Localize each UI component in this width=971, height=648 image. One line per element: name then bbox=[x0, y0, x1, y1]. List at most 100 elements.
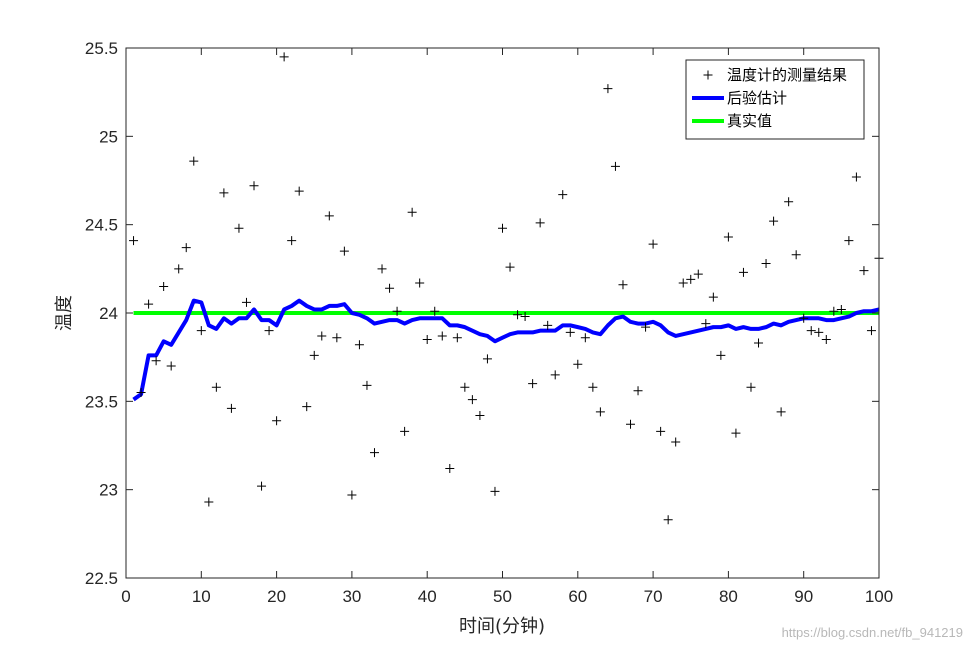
measurement-point bbox=[844, 236, 854, 246]
x-tick-label: 70 bbox=[644, 587, 663, 606]
measurement-point bbox=[309, 350, 319, 360]
measurement-point bbox=[385, 283, 395, 293]
measurement-point bbox=[859, 266, 869, 276]
measurement-point bbox=[626, 419, 636, 429]
measurement-point bbox=[279, 52, 289, 62]
measurement-point bbox=[701, 319, 711, 329]
measurement-point bbox=[166, 361, 176, 371]
y-axis-label: 温度 bbox=[54, 295, 75, 331]
y-tick-label: 23.5 bbox=[85, 392, 118, 411]
x-tick-label: 20 bbox=[267, 587, 286, 606]
measurement-point bbox=[821, 335, 831, 344]
measurement-point bbox=[731, 428, 741, 438]
measurement-point bbox=[648, 239, 658, 249]
measurement-point bbox=[181, 243, 191, 253]
y-tick-label: 23 bbox=[99, 481, 118, 500]
x-axis-label: 时间(分钟) bbox=[459, 616, 545, 637]
measurement-point bbox=[204, 497, 214, 507]
measurement-point bbox=[234, 223, 244, 233]
measurement-point bbox=[610, 161, 620, 171]
measurement-point bbox=[633, 386, 643, 396]
measurement-point bbox=[866, 326, 876, 336]
measurement-point bbox=[264, 326, 274, 336]
measurement-point bbox=[535, 218, 545, 228]
measurement-point bbox=[769, 216, 779, 226]
measurement-point bbox=[369, 448, 379, 458]
series-layer bbox=[129, 52, 884, 525]
measurement-point bbox=[498, 223, 507, 233]
measurement-point bbox=[407, 207, 417, 217]
legend-entry: 真实值 bbox=[727, 112, 772, 130]
measurement-point bbox=[415, 278, 425, 288]
measurement-point bbox=[219, 188, 229, 198]
measurement-point bbox=[159, 282, 169, 291]
x-tick-label: 40 bbox=[418, 587, 437, 606]
measurement-point bbox=[851, 172, 861, 182]
x-tick-label: 0 bbox=[121, 587, 130, 606]
measurement-point bbox=[422, 335, 432, 344]
measurement-point bbox=[543, 320, 553, 330]
y-tick-label: 24.5 bbox=[85, 216, 118, 235]
measurement-point bbox=[437, 331, 447, 341]
measurement-point bbox=[272, 416, 282, 426]
measurement-point bbox=[799, 313, 809, 323]
measurement-point bbox=[738, 267, 748, 277]
measurement-point bbox=[144, 299, 154, 309]
measurement-point bbox=[294, 186, 304, 196]
measurement-point bbox=[528, 379, 538, 389]
measurement-point bbox=[467, 395, 477, 405]
measurement-point bbox=[618, 280, 628, 290]
y-tick-label: 25.5 bbox=[85, 39, 118, 58]
measurement-point bbox=[550, 370, 560, 380]
measurement-point bbox=[505, 262, 515, 272]
measurement-point bbox=[211, 382, 221, 392]
y-tick-label: 22.5 bbox=[85, 569, 118, 588]
measurement-point bbox=[513, 310, 523, 320]
measurement-point bbox=[189, 156, 199, 166]
measurement-point bbox=[257, 481, 267, 491]
measurement-point bbox=[565, 327, 575, 337]
measurement-point bbox=[784, 197, 794, 207]
measurement-point bbox=[829, 306, 839, 316]
measurement-point bbox=[339, 246, 349, 256]
measurement-point bbox=[656, 426, 666, 436]
measurement-point bbox=[520, 312, 530, 322]
legend-entry: 后验估计 bbox=[727, 89, 787, 107]
measurement-point bbox=[806, 326, 816, 336]
measurement-point bbox=[151, 356, 161, 366]
measurement-point bbox=[377, 264, 387, 274]
measurement-point bbox=[460, 382, 470, 392]
watermark-text: https://blog.csdn.net/fb_941219 bbox=[781, 625, 963, 640]
series-line-posterior-estimate bbox=[132, 298, 880, 402]
measurement-point bbox=[558, 190, 568, 200]
measurement-point bbox=[174, 264, 184, 274]
tick-layer: 0 10 20 30 40 50 60 70 80 90 100 22.5 23 23.5 24 24.5 25… bbox=[85, 39, 893, 606]
measurement-point bbox=[324, 211, 334, 221]
measurement-point bbox=[641, 322, 651, 332]
measurement-point bbox=[136, 388, 146, 397]
measurement-point bbox=[475, 410, 485, 420]
measurement-point bbox=[249, 181, 259, 191]
measurement-point bbox=[354, 340, 364, 350]
x-tick-label: 80 bbox=[719, 587, 738, 606]
measurement-point bbox=[452, 333, 462, 343]
measurement-point bbox=[332, 333, 342, 343]
measurement-point bbox=[226, 403, 236, 413]
measurement-point bbox=[686, 274, 696, 284]
x-tick-label: 60 bbox=[568, 587, 587, 606]
measurement-point bbox=[287, 236, 297, 246]
measurement-point bbox=[678, 278, 688, 288]
x-tick-label: 100 bbox=[865, 587, 893, 606]
measurement-point bbox=[776, 407, 786, 417]
x-tick-label: 10 bbox=[192, 587, 211, 606]
measurement-point bbox=[196, 326, 206, 336]
measurement-point bbox=[482, 354, 492, 364]
measurement-point bbox=[746, 382, 756, 392]
measurement-point bbox=[445, 463, 455, 473]
y-tick-label: 24 bbox=[99, 304, 118, 323]
measurement-point bbox=[723, 232, 733, 242]
measurement-point bbox=[302, 402, 312, 412]
measurement-point bbox=[362, 380, 372, 390]
measurement-point bbox=[129, 236, 139, 246]
